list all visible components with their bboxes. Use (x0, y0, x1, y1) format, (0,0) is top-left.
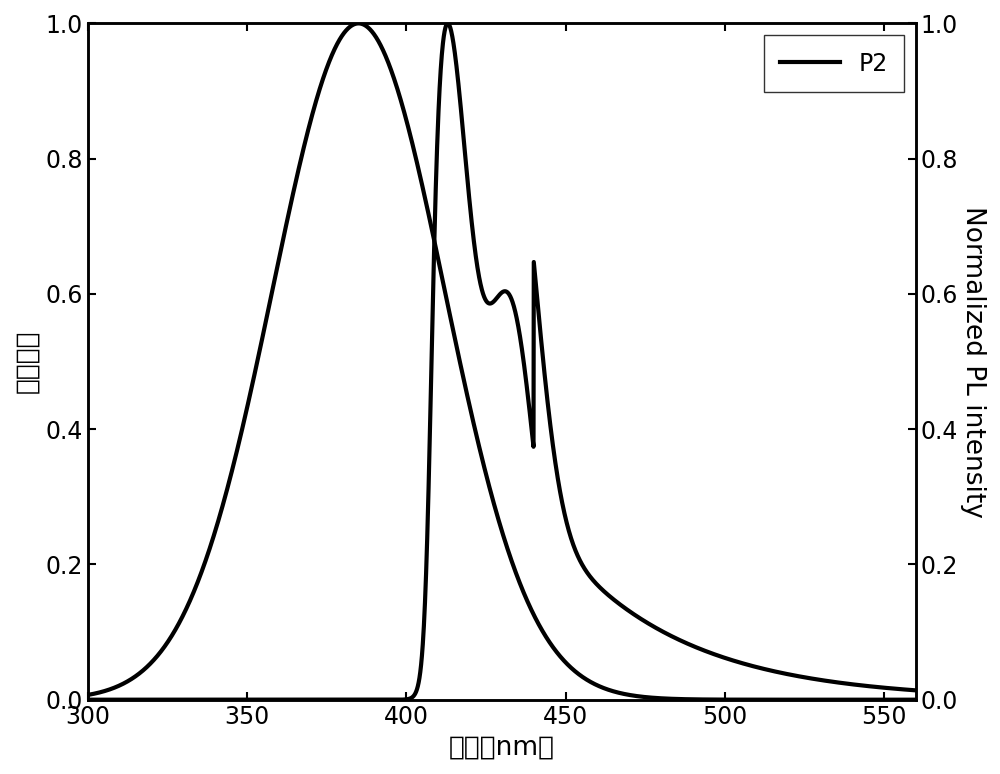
Line: P2: P2 (88, 23, 916, 700)
P2 (82, 690, 94, 700)
Y-axis label: Normalized PL intensity: Normalized PL intensity (960, 206, 986, 518)
P2 (894, 695, 906, 704)
P2 (805, 695, 817, 704)
P2 (225, 468, 237, 478)
X-axis label: 波长（nm）: 波长（nm） (449, 734, 555, 760)
P2 (400, 113, 412, 122)
P2 (910, 695, 922, 704)
Legend: P2: P2 (764, 35, 904, 92)
P2 (436, 271, 448, 280)
P2 (176, 612, 188, 622)
P2 (352, 19, 364, 28)
Y-axis label: 吸收强度: 吸收强度 (14, 330, 40, 393)
